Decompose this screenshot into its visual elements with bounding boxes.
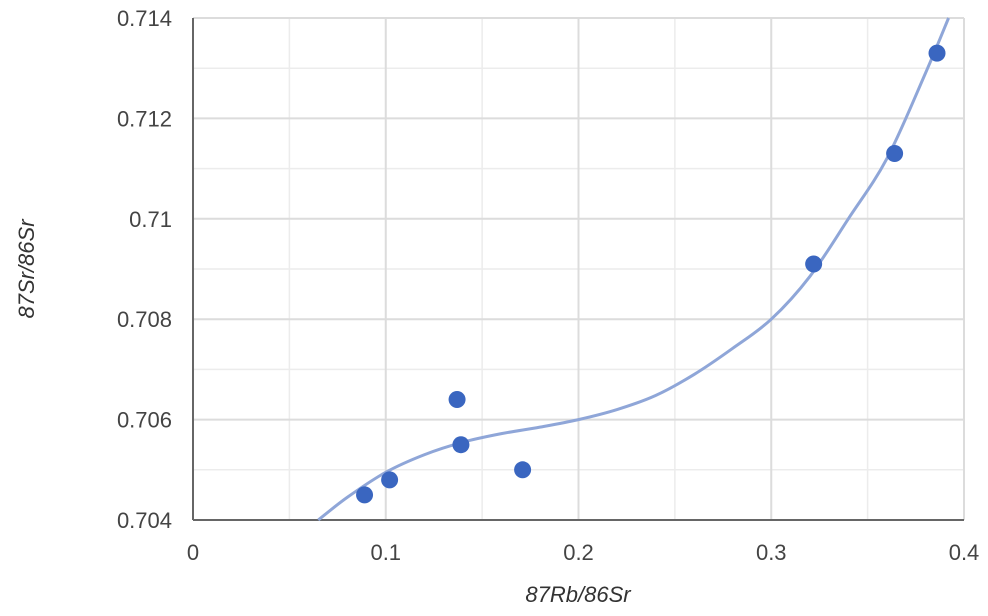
x-tick-label: 0.2: [563, 540, 594, 565]
data-points: [356, 44, 946, 504]
data-point: [514, 461, 532, 479]
data-point: [886, 145, 904, 163]
x-tick-label: 0.1: [370, 540, 401, 565]
x-tick-label: 0.3: [756, 540, 787, 565]
data-point: [356, 486, 374, 504]
y-tick-label: 0.71: [129, 207, 172, 232]
trendline: [317, 17, 950, 522]
y-tick-label: 0.712: [117, 106, 172, 131]
tick-labels: 0 0.1 0.2 0.3 0.4 0.704 0.706 0.708 0.71 0.712 0.7…: [117, 6, 979, 565]
x-tick-label: 0: [187, 540, 199, 565]
data-point: [448, 391, 466, 409]
x-axis-title: 87Rb/86Sr: [525, 582, 632, 607]
data-point: [928, 44, 946, 62]
y-tick-label: 0.706: [117, 408, 172, 433]
y-tick-label: 0.714: [117, 6, 172, 31]
data-point: [381, 471, 399, 489]
data-point: [805, 255, 823, 273]
y-tick-label: 0.708: [117, 307, 172, 332]
y-tick-label: 0.704: [117, 508, 172, 533]
trendline-layer: [317, 17, 950, 522]
y-axis-title: 87Sr/86Sr: [14, 218, 39, 319]
axes: [192, 18, 964, 521]
x-tick-label: 0.4: [949, 540, 980, 565]
data-point: [452, 436, 470, 454]
